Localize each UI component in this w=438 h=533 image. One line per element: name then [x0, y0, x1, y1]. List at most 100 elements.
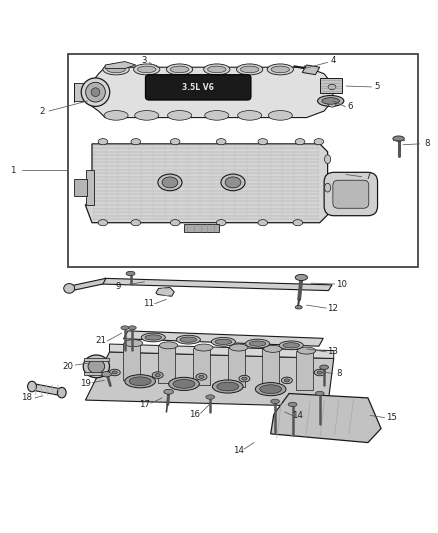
Text: 19: 19: [80, 379, 91, 389]
Ellipse shape: [284, 379, 290, 382]
FancyBboxPatch shape: [324, 172, 378, 216]
Ellipse shape: [158, 174, 182, 191]
Ellipse shape: [215, 339, 232, 344]
Text: 15: 15: [386, 413, 398, 422]
Ellipse shape: [320, 365, 328, 369]
Ellipse shape: [315, 391, 324, 395]
Ellipse shape: [264, 345, 282, 352]
Ellipse shape: [176, 335, 200, 344]
Ellipse shape: [245, 339, 269, 348]
Polygon shape: [110, 344, 334, 359]
Ellipse shape: [325, 155, 331, 164]
Text: 3: 3: [142, 56, 147, 65]
Ellipse shape: [28, 381, 36, 392]
Ellipse shape: [204, 64, 230, 75]
Ellipse shape: [104, 110, 128, 120]
Ellipse shape: [230, 344, 248, 351]
Ellipse shape: [211, 337, 236, 346]
Polygon shape: [32, 383, 62, 395]
Polygon shape: [296, 351, 313, 390]
Polygon shape: [184, 224, 219, 232]
Ellipse shape: [295, 305, 302, 309]
Ellipse shape: [206, 395, 215, 399]
Ellipse shape: [205, 110, 229, 120]
FancyBboxPatch shape: [333, 180, 369, 208]
Polygon shape: [68, 278, 106, 292]
Ellipse shape: [121, 326, 129, 330]
Text: 6: 6: [348, 102, 353, 111]
Text: 12: 12: [327, 304, 339, 313]
Ellipse shape: [281, 377, 293, 384]
Ellipse shape: [295, 274, 307, 280]
Ellipse shape: [314, 139, 324, 145]
Ellipse shape: [328, 84, 336, 90]
Text: 14: 14: [233, 446, 244, 455]
Text: 1: 1: [11, 166, 16, 175]
Ellipse shape: [159, 342, 178, 349]
Text: 3.5L V6: 3.5L V6: [182, 83, 214, 92]
Ellipse shape: [255, 383, 286, 395]
Polygon shape: [84, 372, 109, 375]
Ellipse shape: [134, 64, 160, 75]
Ellipse shape: [271, 66, 290, 72]
Ellipse shape: [239, 375, 250, 382]
Ellipse shape: [138, 66, 156, 72]
Ellipse shape: [314, 369, 325, 376]
Ellipse shape: [237, 110, 261, 120]
Ellipse shape: [125, 375, 155, 388]
Ellipse shape: [258, 139, 268, 145]
Ellipse shape: [260, 385, 282, 393]
Ellipse shape: [249, 341, 266, 346]
Polygon shape: [262, 349, 279, 388]
Ellipse shape: [64, 284, 74, 293]
Ellipse shape: [221, 174, 245, 191]
Ellipse shape: [57, 387, 66, 398]
Text: 18: 18: [21, 393, 32, 402]
Ellipse shape: [225, 177, 241, 188]
Polygon shape: [85, 144, 328, 223]
Ellipse shape: [268, 110, 293, 120]
Ellipse shape: [107, 66, 125, 72]
Ellipse shape: [328, 102, 336, 107]
Polygon shape: [124, 331, 323, 346]
Ellipse shape: [152, 372, 163, 378]
Text: 20: 20: [62, 362, 74, 371]
Ellipse shape: [166, 64, 193, 75]
Ellipse shape: [199, 375, 204, 378]
Ellipse shape: [126, 271, 135, 276]
Ellipse shape: [91, 88, 100, 96]
Ellipse shape: [240, 66, 259, 72]
Ellipse shape: [124, 340, 143, 346]
Ellipse shape: [164, 390, 173, 394]
Ellipse shape: [293, 220, 303, 226]
Ellipse shape: [81, 78, 110, 107]
Polygon shape: [84, 358, 109, 361]
Text: 8: 8: [424, 139, 430, 148]
Ellipse shape: [83, 355, 110, 378]
Polygon shape: [83, 67, 333, 118]
Polygon shape: [85, 352, 334, 407]
Ellipse shape: [216, 139, 226, 145]
Ellipse shape: [129, 377, 151, 386]
Ellipse shape: [194, 344, 213, 351]
Ellipse shape: [88, 359, 105, 374]
Ellipse shape: [128, 326, 136, 330]
Ellipse shape: [216, 220, 226, 226]
Ellipse shape: [322, 98, 339, 104]
Ellipse shape: [393, 136, 404, 141]
Ellipse shape: [288, 402, 297, 407]
Polygon shape: [105, 61, 136, 69]
Text: 9: 9: [116, 282, 121, 290]
Text: 16: 16: [189, 410, 201, 419]
Text: 17: 17: [139, 400, 150, 409]
Ellipse shape: [170, 66, 189, 72]
Ellipse shape: [103, 64, 129, 75]
FancyBboxPatch shape: [145, 75, 251, 100]
Ellipse shape: [131, 220, 141, 226]
Ellipse shape: [295, 139, 305, 145]
Ellipse shape: [242, 377, 247, 380]
Ellipse shape: [283, 343, 300, 348]
Ellipse shape: [169, 377, 199, 391]
Ellipse shape: [112, 371, 117, 374]
Polygon shape: [193, 348, 210, 385]
